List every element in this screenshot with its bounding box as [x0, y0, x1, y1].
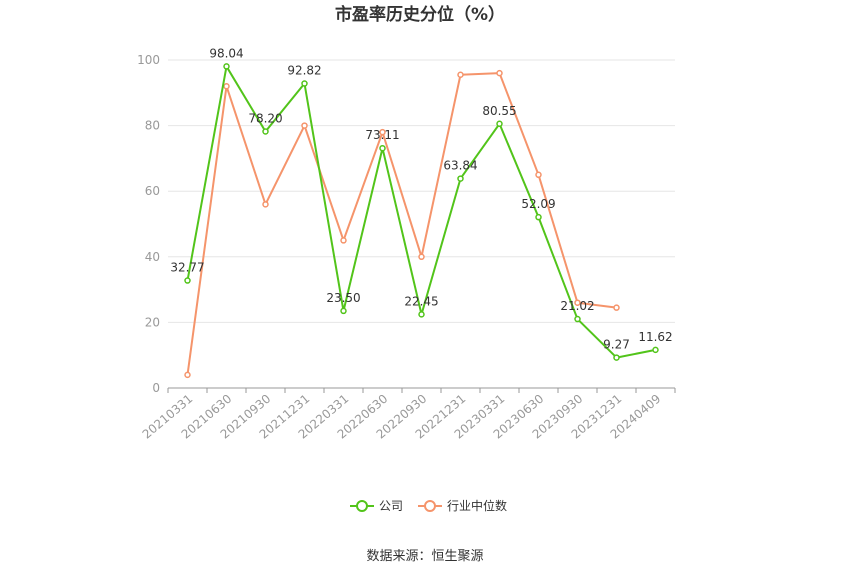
- data-label: 92.82: [287, 64, 321, 78]
- industry-median-data-point[interactable]: [535, 171, 542, 179]
- company-data-point[interactable]: [301, 80, 308, 87]
- company-data-point[interactable]: [574, 315, 581, 323]
- data-label: 22.45: [404, 294, 438, 308]
- company-data-point[interactable]: [184, 277, 191, 284]
- company-data-point[interactable]: [613, 354, 620, 361]
- data-label: 9.27: [603, 338, 630, 352]
- industry-median-series-line: [186, 72, 617, 376]
- legend-label: 公司: [379, 499, 403, 513]
- data-label: 98.04: [209, 46, 243, 60]
- y-tick-label: 20: [145, 315, 160, 329]
- industry-median-data-point[interactable]: [418, 253, 425, 261]
- legend-marker-icon: [424, 500, 436, 512]
- grid: [168, 59, 675, 323]
- legend-label: 行业中位数: [447, 498, 507, 513]
- data-label: 78.20: [248, 112, 282, 126]
- industry-median-data-point[interactable]: [262, 201, 269, 208]
- industry-median-data-point[interactable]: [457, 71, 464, 79]
- legend-item-industry-median[interactable]: 行业中位数: [418, 498, 507, 513]
- company-data-point[interactable]: [418, 311, 425, 318]
- industry-median-data-point[interactable]: [340, 237, 347, 244]
- company-data-point[interactable]: [496, 120, 503, 128]
- company-data-point[interactable]: [652, 346, 659, 354]
- data-label: 23.50: [326, 291, 360, 305]
- company-data-point[interactable]: [262, 128, 269, 135]
- data-label: 11.62: [638, 330, 672, 344]
- data-label: 21.02: [560, 299, 594, 313]
- y-tick-label: 60: [145, 184, 160, 198]
- data-label: 80.55: [482, 104, 516, 118]
- industry-median-data-point[interactable]: [613, 304, 620, 311]
- series: [184, 63, 659, 379]
- data-label: 63.84: [443, 159, 477, 173]
- industry-median-data-point[interactable]: [574, 299, 581, 306]
- y-tick-label: 100: [137, 53, 160, 67]
- company-data-point[interactable]: [223, 63, 230, 70]
- industry-median-data-point[interactable]: [184, 371, 191, 379]
- data-label: 32.77: [170, 261, 204, 275]
- data-label: 73.11: [365, 128, 399, 142]
- y-tick-label: 40: [145, 250, 160, 264]
- legend-marker-icon: [356, 500, 368, 512]
- y-tick-label: 80: [145, 119, 160, 133]
- industry-median-data-point[interactable]: [496, 69, 503, 77]
- legend-item-company[interactable]: 公司: [350, 499, 403, 513]
- company-data-point[interactable]: [457, 175, 464, 182]
- chart-title: 市盈率历史分位（%）: [335, 4, 505, 25]
- legend[interactable]: 公司 行业中位数: [350, 498, 507, 513]
- data-source: 数据来源：恒生聚源: [366, 549, 483, 564]
- company-data-point[interactable]: [340, 307, 347, 315]
- company-data-point[interactable]: [379, 144, 386, 152]
- data-label: 52.09: [521, 197, 555, 211]
- industry-median-data-point[interactable]: [379, 128, 386, 136]
- y-tick-label: 0: [152, 381, 160, 395]
- industry-median-data-point[interactable]: [301, 122, 308, 129]
- company-data-point[interactable]: [535, 213, 542, 221]
- industry-median-data-point[interactable]: [223, 82, 230, 90]
- data-labels: 32.77 98.04 78.20 92.82 23.50 73.11 22.45 63.84…: [170, 46, 672, 351]
